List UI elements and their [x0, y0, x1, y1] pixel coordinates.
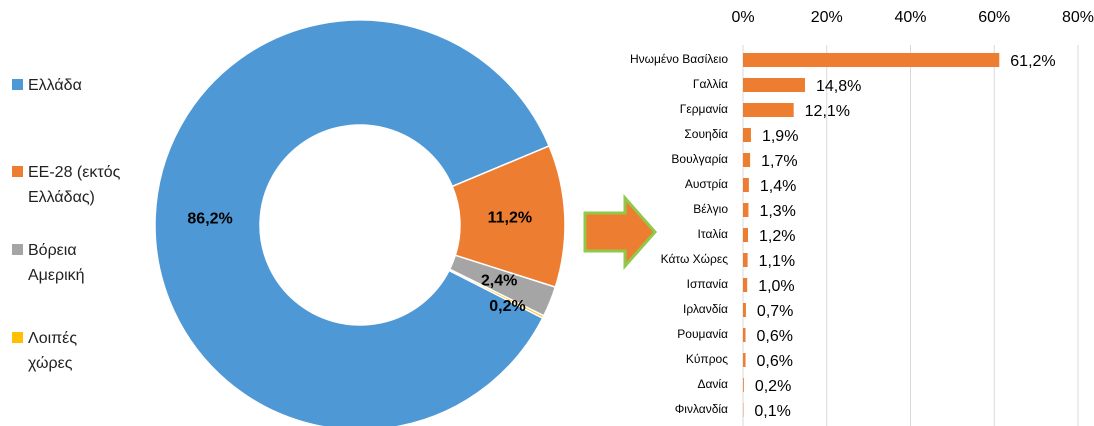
bar: [743, 203, 749, 217]
x-tick-label: 0%: [731, 9, 754, 26]
data-label: 1,7%: [761, 153, 797, 170]
x-tick-label: 60%: [978, 9, 1010, 26]
y-tick-label: Δανία: [697, 377, 728, 391]
y-tick-label: Φινλανδία: [675, 402, 728, 416]
slice-label: 0,2%: [489, 298, 525, 315]
x-tick-label: 80%: [1062, 9, 1094, 26]
bar: [743, 303, 746, 317]
bar: [743, 353, 746, 367]
bar: [743, 53, 1000, 67]
x-tick-label: 20%: [811, 9, 843, 26]
legend-key: [12, 332, 23, 343]
bar: [743, 103, 794, 117]
data-label: 0,2%: [755, 378, 791, 395]
legend-label: Ελλάδα: [28, 77, 82, 94]
bar: [743, 253, 748, 267]
y-tick-label: Κύπρος: [686, 352, 728, 366]
bar: [743, 328, 746, 342]
legend-item: ΕΕ-28 (εκτός Ελλάδας): [12, 160, 124, 210]
y-tick-label: Ρουμανία: [677, 327, 728, 341]
legend-key: [12, 244, 23, 255]
slice-label: 86,2%: [187, 211, 232, 228]
bar: [743, 228, 749, 242]
legend-label: ΕΕ-28 (εκτός Ελλάδας): [28, 164, 121, 206]
arrow: [583, 194, 658, 270]
data-label: 14,8%: [816, 78, 861, 95]
y-tick-label: Γαλλία: [693, 77, 728, 91]
legend-key: [12, 166, 23, 177]
data-label: 1,1%: [759, 253, 795, 270]
legend-item: Λοιπές χώρες: [12, 326, 124, 376]
legend-label: Βόρεια Αμερική: [28, 242, 85, 284]
y-tick-label: Ιταλία: [698, 227, 729, 241]
data-label: 1,0%: [758, 278, 794, 295]
x-tick-label: 40%: [894, 9, 926, 26]
y-tick-label: Κάτω Χώρες: [661, 252, 729, 266]
bar: [743, 378, 744, 392]
y-tick-label: Βουλγαρία: [671, 152, 728, 166]
y-tick-label: Ιρλανδία: [683, 302, 728, 316]
legend-item: Ελλάδα: [12, 73, 124, 98]
data-label: 0,6%: [757, 353, 793, 370]
bar: [743, 128, 751, 142]
y-tick-label: Σουηδία: [684, 127, 728, 141]
data-label: 1,9%: [762, 128, 798, 145]
y-tick-label: Βέλγιο: [693, 202, 728, 216]
data-label: 12,1%: [805, 103, 850, 120]
bar: [743, 78, 805, 92]
donut-slice: [448, 268, 545, 320]
data-label: 0,6%: [757, 328, 793, 345]
donut-slice: [154, 19, 551, 426]
data-label: 1,3%: [759, 203, 795, 220]
y-tick-label: Αυστρία: [685, 177, 728, 191]
legend-label: Λοιπές χώρες: [28, 330, 78, 372]
data-label: 0,1%: [754, 403, 790, 420]
slice-label: 2,4%: [481, 272, 517, 289]
data-label: 61,2%: [1010, 53, 1055, 70]
legend-key: [12, 79, 23, 90]
slice-label: 11,2%: [488, 210, 532, 227]
bar: [743, 178, 749, 192]
data-label: 1,4%: [760, 178, 796, 195]
data-label: 0,7%: [757, 303, 793, 320]
legend-item: Βόρεια Αμερική: [12, 238, 124, 288]
y-tick-label: Ισπανία: [687, 277, 728, 291]
data-label: 1,2%: [759, 228, 795, 245]
y-tick-label: Γερμανία: [680, 102, 728, 116]
bar: [743, 153, 751, 167]
y-tick-label: Ηνωμένο Βασίλειο: [630, 52, 728, 66]
bar: [743, 278, 748, 292]
